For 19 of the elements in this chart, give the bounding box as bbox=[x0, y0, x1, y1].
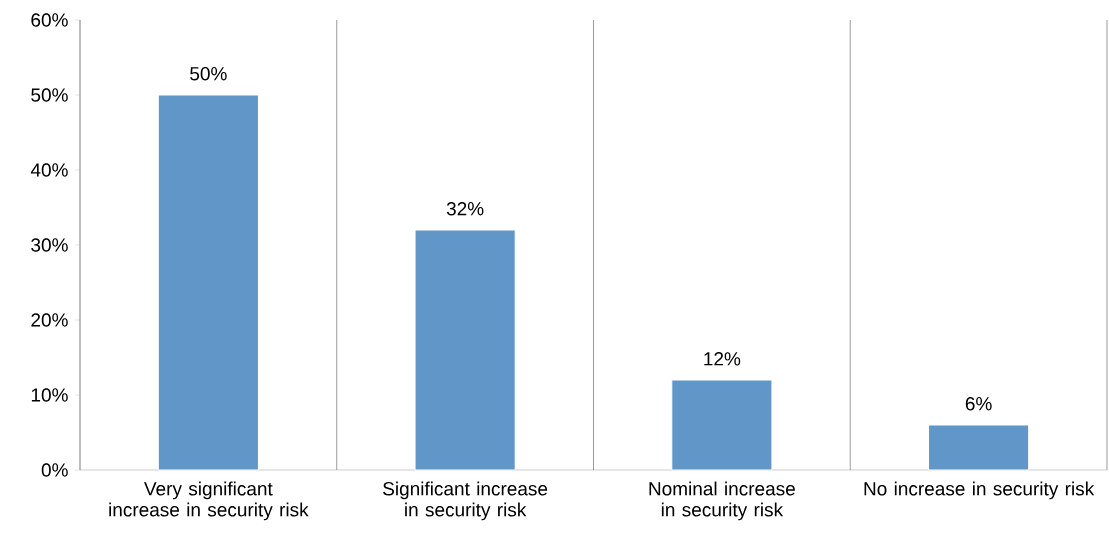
y-tick-label: 20% bbox=[31, 313, 68, 327]
data-label: 12% bbox=[704, 352, 741, 366]
data-label: 32% bbox=[446, 202, 484, 216]
bar bbox=[671, 379, 773, 471]
y-tick-label: 60% bbox=[31, 13, 68, 27]
data-label: 6% bbox=[965, 397, 992, 411]
y-tick-label: 30% bbox=[31, 238, 68, 252]
y-tick-label: 10% bbox=[31, 388, 68, 402]
y-tick-label: 50% bbox=[31, 88, 68, 102]
x-tick-label: Significant increase in security risk bbox=[383, 481, 548, 521]
bar bbox=[928, 424, 1030, 471]
x-tick-label: No increase in security risk bbox=[864, 481, 1095, 500]
bar bbox=[157, 94, 259, 471]
y-tick-label: 40% bbox=[30, 163, 68, 177]
data-label: 50% bbox=[190, 67, 227, 81]
x-tick-label: Very significant increase in security risk bbox=[109, 481, 309, 521]
x-tick-label: Nominal increase in security risk bbox=[649, 481, 795, 521]
bar bbox=[414, 229, 516, 471]
y-tick-label: 0% bbox=[41, 463, 68, 477]
